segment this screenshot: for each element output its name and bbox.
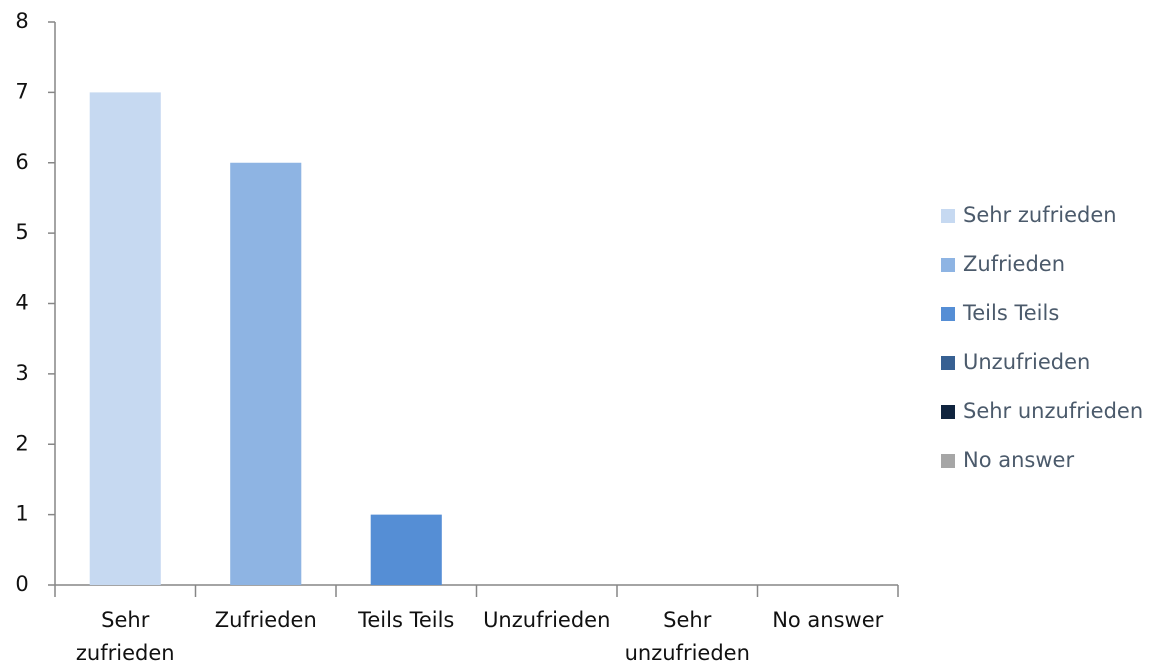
legend-swatch: [941, 356, 955, 370]
y-tick-label: 4: [15, 291, 28, 315]
legend-swatch: [941, 307, 955, 321]
legend-label: Sehr unzufrieden: [963, 399, 1143, 423]
legend-label: Sehr zufrieden: [963, 203, 1117, 227]
legend-label: Unzufrieden: [963, 350, 1090, 374]
x-tick-label: Sehr zufrieden: [76, 608, 175, 665]
x-tick-label: Sehr unzufrieden: [625, 608, 750, 665]
y-tick-label: 2: [15, 431, 28, 455]
legend-label: Zufrieden: [963, 252, 1065, 276]
y-tick-label: 1: [15, 502, 28, 526]
legend-swatch: [941, 405, 955, 419]
y-tick-label: 0: [15, 572, 28, 596]
y-tick-label: 5: [15, 220, 28, 244]
legend-swatch: [941, 209, 955, 223]
y-tick-label: 7: [15, 79, 28, 103]
x-tick-label: Zufrieden: [215, 608, 317, 632]
bar: [89, 92, 161, 585]
legend-swatch: [941, 258, 955, 272]
x-tick-label: Unzufrieden: [483, 608, 610, 632]
bar: [370, 514, 442, 585]
x-tick-label: No answer: [772, 608, 883, 632]
y-tick-label: 3: [15, 361, 28, 385]
y-tick-label: 6: [15, 150, 28, 174]
legend-label: Teils Teils: [962, 301, 1059, 325]
x-tick-label: Teils Teils: [357, 608, 454, 632]
legend-label: No answer: [963, 448, 1074, 472]
y-tick-label: 8: [15, 9, 28, 33]
bar: [230, 162, 302, 585]
legend-swatch: [941, 454, 955, 468]
